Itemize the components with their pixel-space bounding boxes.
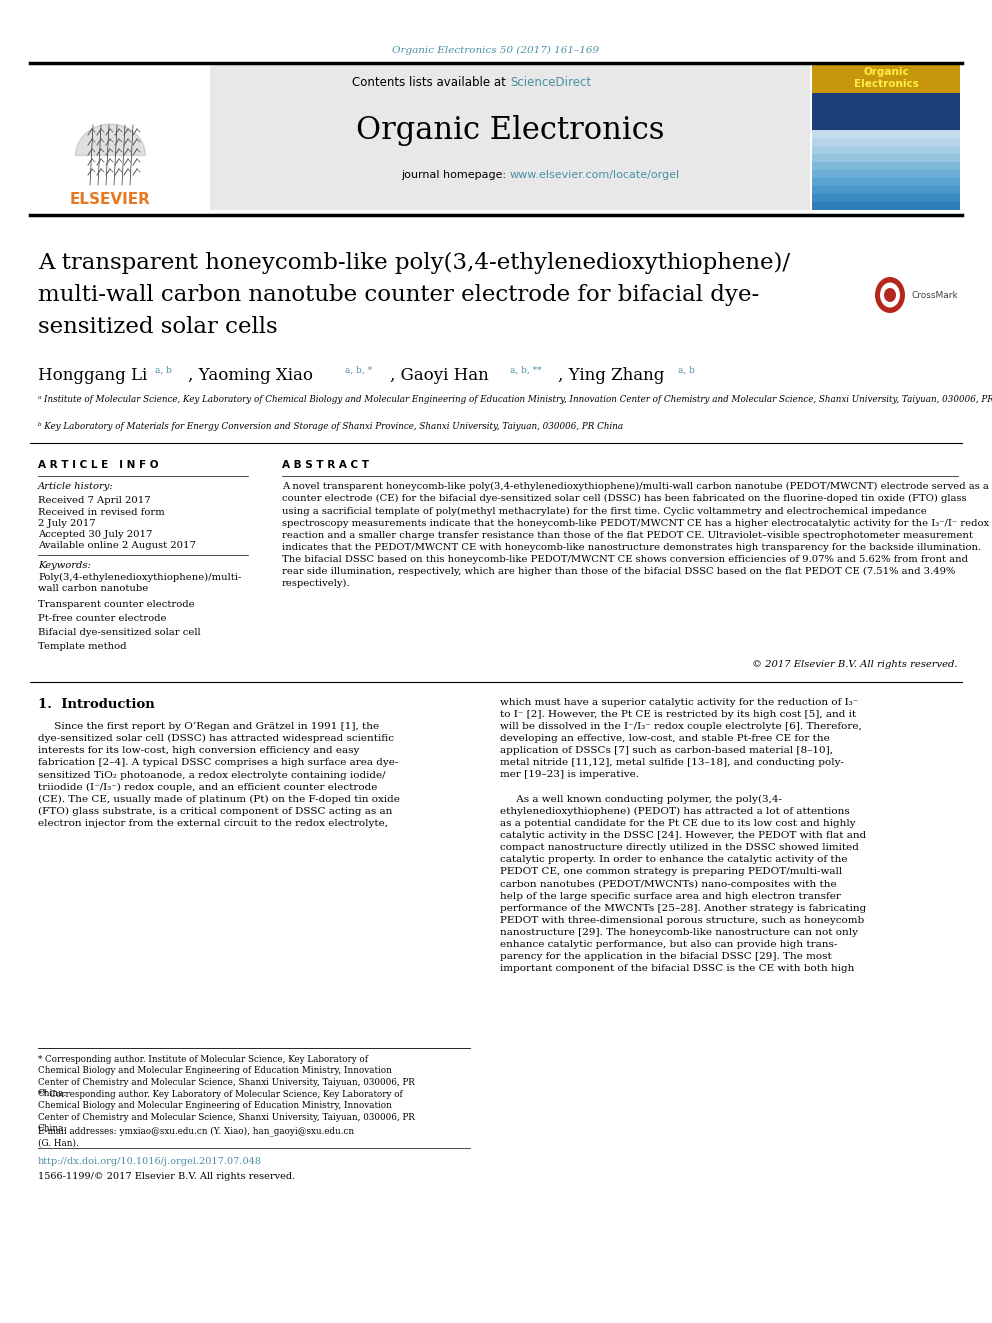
Text: A B S T R A C T: A B S T R A C T (282, 460, 369, 470)
Text: Keywords:: Keywords: (38, 561, 91, 570)
Text: E-mail addresses: ymxiao@sxu.edu.cn (Y. Xiao), han_gaoyi@sxu.edu.cn
(G. Han).: E-mail addresses: ymxiao@sxu.edu.cn (Y. … (38, 1126, 354, 1147)
Text: 1566-1199/© 2017 Elsevier B.V. All rights reserved.: 1566-1199/© 2017 Elsevier B.V. All right… (38, 1172, 296, 1181)
Text: Organic Electronics: Organic Electronics (356, 115, 665, 146)
Bar (812, 161, 960, 169)
Text: ᵇ Key Laboratory of Materials for Energy Conversion and Storage of Shanxi Provin: ᵇ Key Laboratory of Materials for Energy… (38, 422, 623, 431)
Text: Contents lists available at: Contents lists available at (352, 77, 510, 90)
Bar (812, 64, 960, 210)
Text: Article history:: Article history: (38, 482, 114, 491)
Text: Template method: Template method (38, 642, 127, 651)
Text: ᵃ Institute of Molecular Science, Key Laboratory of Chemical Biology and Molecul: ᵃ Institute of Molecular Science, Key La… (38, 396, 992, 404)
Text: 2 July 2017: 2 July 2017 (38, 519, 95, 528)
Text: Transparent counter electrode: Transparent counter electrode (38, 601, 194, 609)
Bar (30, 64, 208, 210)
Bar (812, 64, 960, 93)
Bar (812, 130, 960, 138)
Text: Bifacial dye-sensitized solar cell: Bifacial dye-sensitized solar cell (38, 628, 200, 636)
Text: * Corresponding author. Institute of Molecular Science, Key Laboratory of
Chemic: * Corresponding author. Institute of Mol… (38, 1054, 415, 1098)
Text: CrossMark: CrossMark (912, 291, 958, 299)
Text: A R T I C L E   I N F O: A R T I C L E I N F O (38, 460, 159, 470)
Text: , Ying Zhang: , Ying Zhang (558, 368, 665, 385)
Text: journal homepage:: journal homepage: (402, 169, 510, 180)
Text: ELSEVIER: ELSEVIER (69, 193, 151, 208)
Text: ** Corresponding author. Key Laboratory of Molecular Science, Key Laboratory of
: ** Corresponding author. Key Laboratory … (38, 1090, 415, 1134)
Text: a, b: a, b (678, 365, 694, 374)
Ellipse shape (880, 283, 900, 307)
Bar (812, 153, 960, 161)
Text: Accepted 30 July 2017: Accepted 30 July 2017 (38, 531, 153, 538)
Bar (210, 64, 810, 210)
Text: www.elsevier.com/locate/orgel: www.elsevier.com/locate/orgel (510, 169, 681, 180)
Text: Organic
Electronics: Organic Electronics (853, 67, 919, 89)
Text: Received in revised form: Received in revised form (38, 508, 165, 517)
Text: © 2017 Elsevier B.V. All rights reserved.: © 2017 Elsevier B.V. All rights reserved… (752, 660, 957, 669)
Ellipse shape (875, 277, 905, 314)
Bar (812, 179, 960, 187)
Text: a, b, **: a, b, ** (510, 365, 542, 374)
Text: A transparent honeycomb-like poly(3,4-ethylenedioxythiophene)/: A transparent honeycomb-like poly(3,4-et… (38, 251, 790, 274)
Bar (812, 146, 960, 153)
Text: A novel transparent honeycomb-like poly(3,4-ethylenedioxythiophene)/multi-wall c: A novel transparent honeycomb-like poly(… (282, 482, 989, 589)
Text: Since the first report by O’Regan and Grätzel in 1991 [1], the
dye-sensitized so: Since the first report by O’Regan and Gr… (38, 722, 400, 828)
Text: , Gaoyi Han: , Gaoyi Han (390, 368, 489, 385)
Bar (812, 187, 960, 194)
Text: Honggang Li: Honggang Li (38, 368, 147, 385)
Text: which must have a superior catalytic activity for the reduction of I₃⁻
to I⁻ [2]: which must have a superior catalytic act… (500, 699, 866, 974)
Bar (812, 169, 960, 179)
Text: multi-wall carbon nanotube counter electrode for bifacial dye-: multi-wall carbon nanotube counter elect… (38, 284, 759, 306)
Ellipse shape (884, 288, 896, 302)
Text: , Yaoming Xiao: , Yaoming Xiao (188, 368, 313, 385)
Text: sensitized solar cells: sensitized solar cells (38, 316, 278, 337)
Bar (812, 202, 960, 210)
Text: Received 7 April 2017: Received 7 April 2017 (38, 496, 151, 505)
Text: Poly(3,4-ethylenedioxythiophene)/multi-
wall carbon nanotube: Poly(3,4-ethylenedioxythiophene)/multi- … (38, 573, 241, 593)
Text: http://dx.doi.org/10.1016/j.orgel.2017.07.048: http://dx.doi.org/10.1016/j.orgel.2017.0… (38, 1158, 262, 1166)
Text: Available online 2 August 2017: Available online 2 August 2017 (38, 541, 195, 550)
Bar (812, 138, 960, 146)
Text: a, b: a, b (155, 365, 172, 374)
Text: Pt-free counter electrode: Pt-free counter electrode (38, 614, 167, 623)
Text: a, b, *: a, b, * (345, 365, 372, 374)
Text: ScienceDirect: ScienceDirect (510, 77, 591, 90)
Text: 1.  Introduction: 1. Introduction (38, 699, 155, 710)
Bar (812, 194, 960, 202)
Text: Organic Electronics 50 (2017) 161–169: Organic Electronics 50 (2017) 161–169 (393, 45, 599, 54)
